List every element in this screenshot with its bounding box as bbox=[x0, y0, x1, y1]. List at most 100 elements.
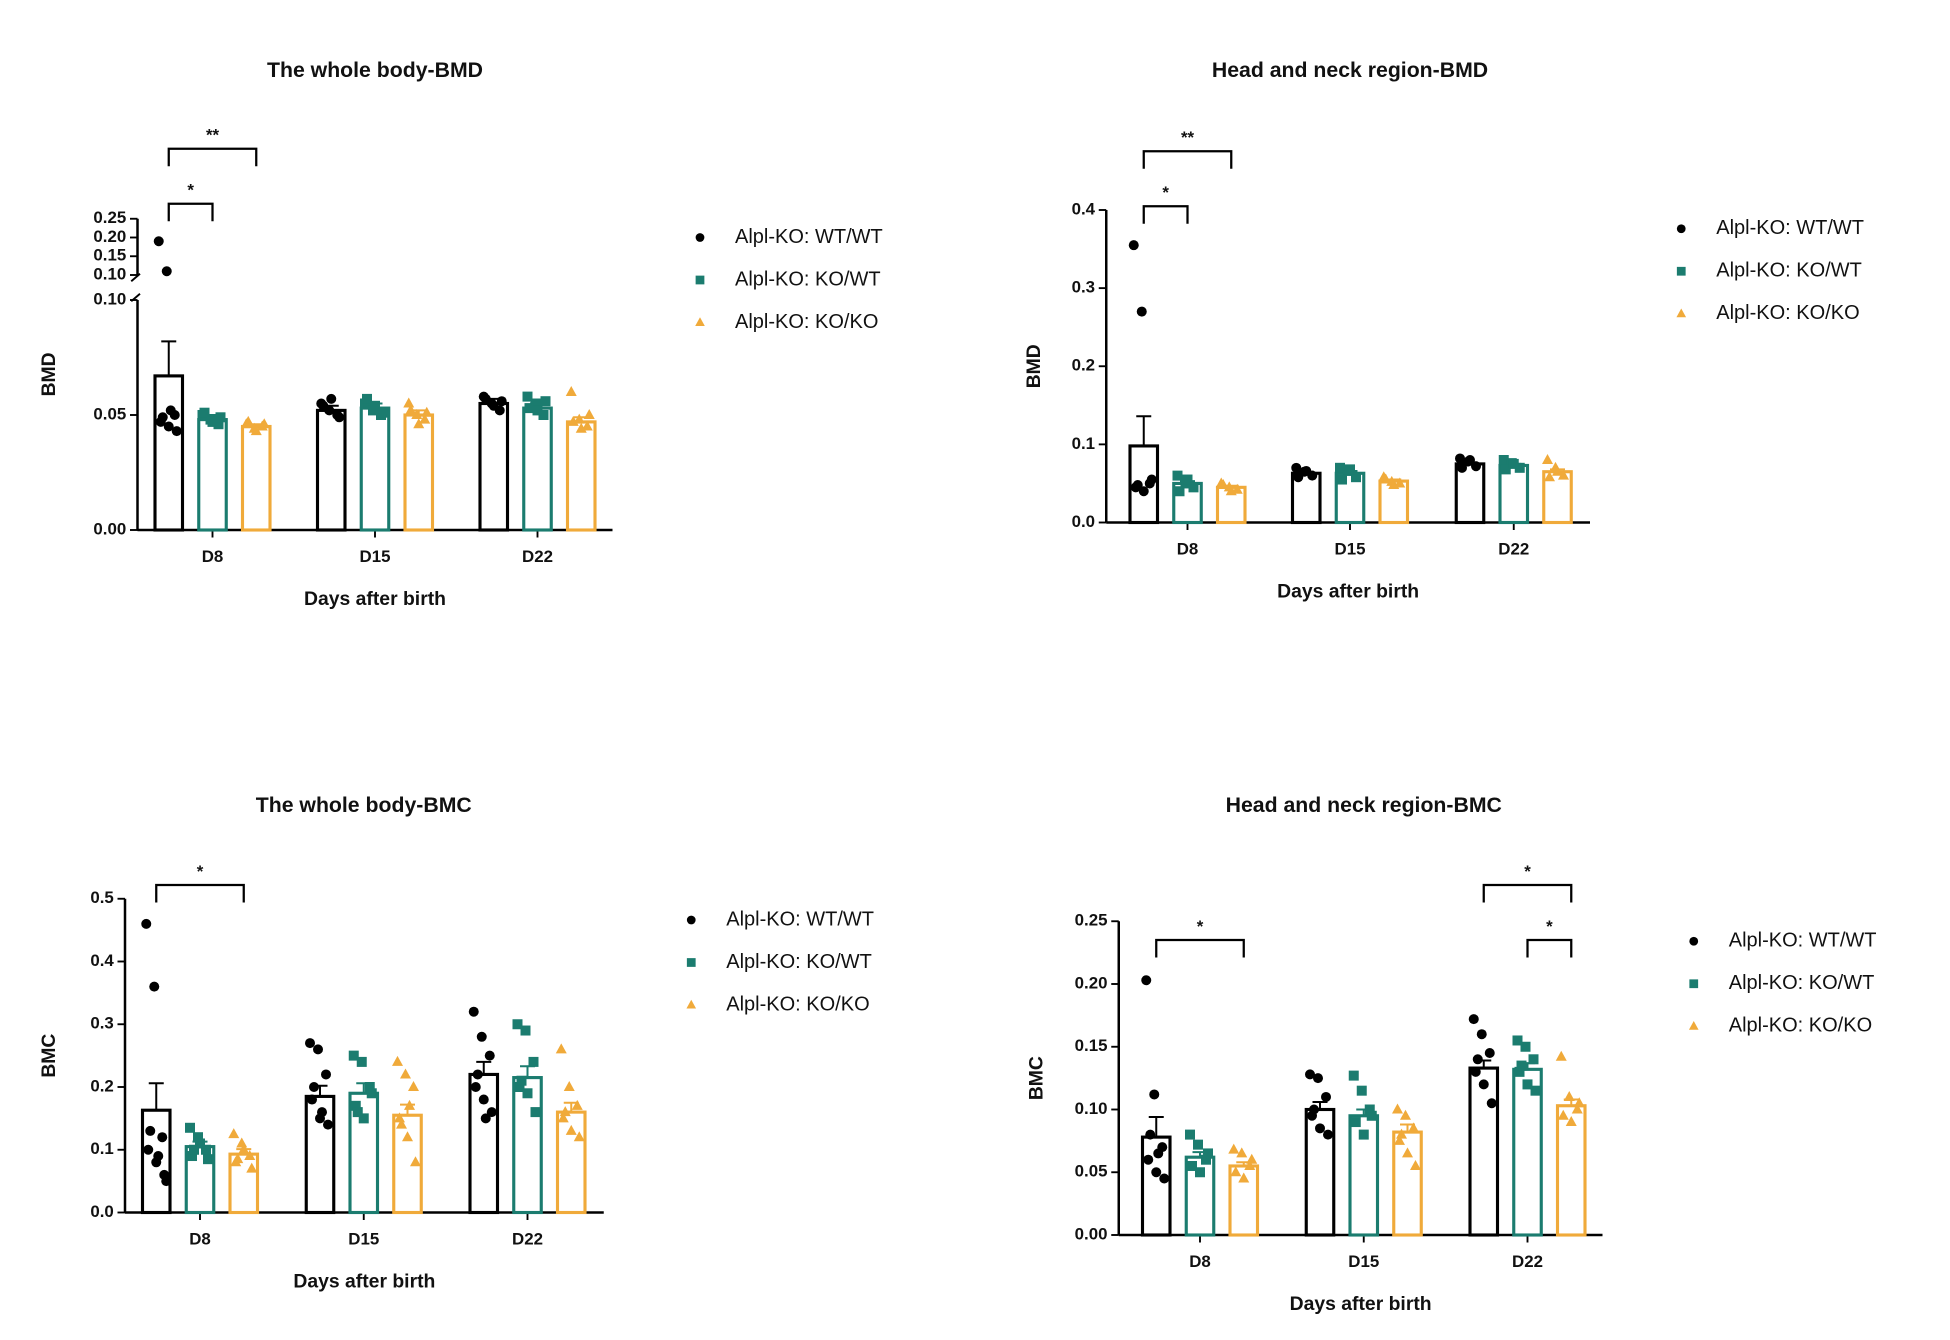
data-point bbox=[141, 918, 152, 929]
data-point bbox=[567, 415, 579, 426]
legend-marker bbox=[1676, 266, 1686, 276]
x-tick-label: D15 bbox=[348, 1229, 379, 1248]
legend-label: Alpl-KO: KO/KO bbox=[726, 993, 869, 1015]
data-point bbox=[1203, 1148, 1213, 1159]
data-point bbox=[1172, 470, 1183, 481]
data-point bbox=[1151, 1167, 1162, 1178]
x-tick-label: D22 bbox=[1512, 1252, 1543, 1271]
data-point bbox=[1366, 1110, 1377, 1121]
legend-label: Alpl-KO: KO/KO bbox=[735, 311, 878, 333]
data-point bbox=[161, 1176, 172, 1187]
x-axis-label: Days after birth bbox=[1277, 581, 1419, 603]
y-axis-label: BMC bbox=[38, 1034, 60, 1078]
data-point bbox=[1552, 465, 1563, 476]
data-point bbox=[1358, 1129, 1369, 1140]
data-point bbox=[1528, 1054, 1539, 1065]
data-point bbox=[484, 1050, 495, 1061]
data-point bbox=[524, 403, 535, 414]
data-point bbox=[1201, 1154, 1211, 1165]
data-point bbox=[1323, 1129, 1333, 1140]
data-point bbox=[364, 1082, 375, 1092]
legend-marker bbox=[1689, 936, 1699, 946]
bar bbox=[565, 420, 597, 532]
bar bbox=[348, 1091, 380, 1215]
data-point bbox=[480, 1113, 491, 1124]
figure-content: The whole body-BMD Days after birth BMD 0.0… bbox=[38, 58, 1876, 1315]
bar bbox=[478, 401, 510, 532]
y-tick-label: 0.10 bbox=[93, 289, 126, 308]
data-point bbox=[563, 1081, 575, 1091]
data-point bbox=[334, 412, 345, 423]
bar bbox=[512, 1076, 543, 1215]
chart-title: Head and neck region-BMC bbox=[1226, 793, 1502, 817]
data-point bbox=[410, 1156, 421, 1167]
data-point bbox=[1149, 1089, 1160, 1100]
data-point bbox=[478, 1094, 489, 1105]
data-point bbox=[1309, 1104, 1319, 1115]
data-point bbox=[1573, 1097, 1585, 1108]
data-point bbox=[321, 1069, 331, 1080]
data-point bbox=[1313, 1073, 1323, 1084]
data-point bbox=[575, 422, 587, 433]
data-point bbox=[236, 1137, 248, 1148]
data-point bbox=[1132, 480, 1143, 490]
data-point bbox=[1522, 1079, 1533, 1090]
data-point bbox=[161, 266, 172, 277]
legend-label: Alpl-KO: WT/WT bbox=[735, 226, 883, 248]
axis-break bbox=[130, 293, 141, 302]
significance-label: * bbox=[1546, 917, 1553, 936]
data-point bbox=[1138, 486, 1149, 497]
data-point bbox=[403, 397, 415, 408]
data-point bbox=[1400, 1109, 1411, 1120]
x-tick-label: D8 bbox=[1177, 539, 1199, 558]
data-point bbox=[1356, 1085, 1367, 1096]
data-point bbox=[1146, 474, 1157, 485]
data-point bbox=[1472, 1054, 1483, 1065]
data-point bbox=[203, 1154, 213, 1165]
data-point bbox=[358, 1113, 369, 1124]
data-point bbox=[532, 405, 543, 416]
error-bar bbox=[161, 340, 177, 376]
data-point bbox=[571, 1099, 583, 1110]
legend-marker bbox=[686, 915, 696, 925]
data-point bbox=[1159, 1173, 1170, 1184]
data-point bbox=[472, 1069, 483, 1080]
data-point bbox=[581, 420, 593, 431]
data-point bbox=[366, 1088, 377, 1099]
data-point bbox=[1136, 306, 1147, 317]
data-point bbox=[1345, 464, 1355, 475]
y-tick-label: 0.20 bbox=[1075, 973, 1108, 992]
legend-marker bbox=[1676, 224, 1686, 234]
data-point bbox=[143, 1144, 154, 1155]
data-point bbox=[1301, 465, 1312, 476]
significance-label: * bbox=[1162, 183, 1169, 202]
data-point bbox=[1514, 1066, 1525, 1077]
data-point bbox=[215, 412, 226, 423]
x-tick-label: D8 bbox=[189, 1229, 211, 1248]
legend-marker bbox=[1688, 1021, 1699, 1030]
data-point bbox=[378, 407, 388, 418]
data-point bbox=[1402, 1147, 1413, 1158]
bar bbox=[315, 408, 347, 532]
data-point bbox=[246, 1162, 258, 1173]
chart-title: Head and neck region-BMD bbox=[1212, 58, 1488, 82]
y-tick-label: 0.10 bbox=[1075, 1099, 1108, 1118]
data-point bbox=[250, 425, 262, 436]
data-point bbox=[540, 396, 551, 407]
data-point bbox=[1351, 472, 1361, 483]
data-point bbox=[1217, 479, 1229, 489]
bar bbox=[1454, 462, 1486, 525]
data-point bbox=[496, 396, 507, 407]
data-point bbox=[157, 412, 168, 423]
data-point bbox=[362, 393, 372, 404]
data-point bbox=[317, 1107, 327, 1118]
data-point bbox=[1380, 473, 1392, 484]
legend-label: Alpl-KO: KO/WT bbox=[1716, 260, 1862, 282]
data-point bbox=[468, 1006, 479, 1017]
data-point bbox=[404, 1099, 415, 1110]
data-point bbox=[244, 1150, 256, 1161]
data-point bbox=[565, 386, 577, 396]
y-tick-label: 0.3 bbox=[90, 1014, 113, 1033]
data-point bbox=[1228, 1143, 1240, 1154]
legend-label: Alpl-KO: WT/WT bbox=[1716, 217, 1864, 239]
